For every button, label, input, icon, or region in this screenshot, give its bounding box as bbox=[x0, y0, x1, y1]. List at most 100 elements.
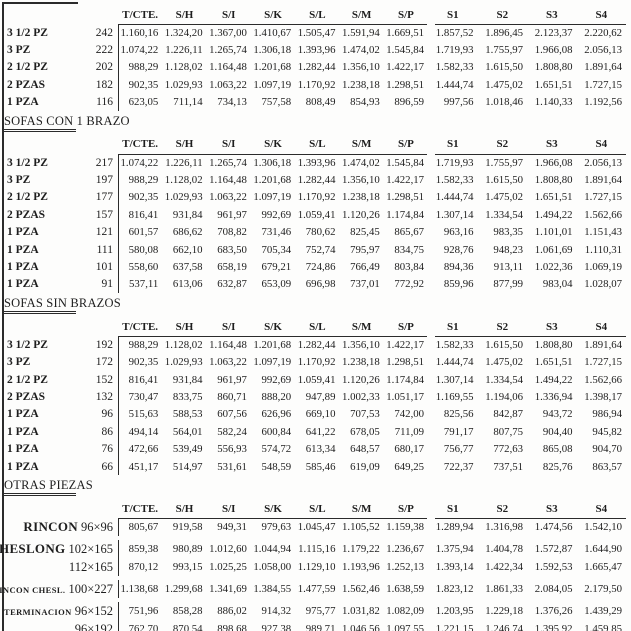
price-cell: 1.376,26 bbox=[534, 605, 573, 618]
column-header: S/I bbox=[222, 502, 236, 515]
price-cell: 537,11 bbox=[129, 278, 159, 291]
price-cell: 1.265,74 bbox=[209, 44, 247, 57]
row-label-cell: 96×192 bbox=[3, 622, 118, 631]
price-cell: 514,97 bbox=[172, 460, 203, 473]
row-values: 988,29 1.128,02 1.164,48 1.201,68 1.282,44 1.… bbox=[118, 58, 627, 77]
price-cell: 1.542,10 bbox=[584, 521, 623, 534]
price-cell: 626,96 bbox=[261, 408, 292, 421]
price-cell: 1.221,15 bbox=[435, 623, 474, 631]
row-size: 121 bbox=[95, 226, 113, 239]
header-underline-right bbox=[435, 153, 626, 155]
price-cell: 1.404,78 bbox=[485, 543, 524, 556]
header-underline-left bbox=[118, 517, 427, 520]
price-cell: 531,61 bbox=[217, 460, 247, 473]
table-row: 1 PZA 66 451,17 514,97 531,61 548,59 585,46 619… bbox=[3, 457, 631, 476]
price-cell: 1.059,41 bbox=[297, 208, 336, 221]
table-row: RINCON 96×96 805,67 919,58 949,31 979,63 1.045… bbox=[3, 518, 631, 537]
price-cell: 582,24 bbox=[217, 425, 247, 438]
price-cell: 1.857,52 bbox=[435, 26, 474, 39]
row-size: 152 bbox=[95, 373, 113, 386]
column-header: S2 bbox=[496, 8, 509, 21]
price-cell: 1.966,08 bbox=[534, 44, 573, 57]
row-size: 66 bbox=[101, 460, 114, 473]
price-cell: 762,70 bbox=[128, 623, 159, 631]
price-cell: 1.028,07 bbox=[584, 278, 623, 291]
price-cell: 1.129,10 bbox=[297, 561, 336, 574]
price-cell: 1.063,22 bbox=[209, 356, 247, 369]
price-cell: 877,99 bbox=[493, 278, 524, 291]
row-values: 558,60 637,58 658,19 679,21 724,86 766,49 803,… bbox=[118, 258, 627, 276]
row-values: 870,12 993,15 1.025,25 1.058,00 1.129,10 1.19… bbox=[118, 558, 627, 577]
row-size: 111 bbox=[96, 243, 113, 256]
row-size: 192 bbox=[95, 338, 113, 351]
price-cell: 1.044,94 bbox=[253, 543, 292, 556]
price-cell: 558,60 bbox=[128, 260, 159, 273]
price-cell: 2.220,62 bbox=[584, 26, 623, 39]
piece-dimensions: 96×152 bbox=[74, 603, 113, 618]
price-cell: 1.861,33 bbox=[485, 583, 524, 596]
price-cell: 1.477,59 bbox=[297, 583, 336, 596]
price-cell: 834,75 bbox=[394, 243, 425, 256]
price-cell: 1.638,59 bbox=[386, 583, 425, 596]
price-cell: 1.051,17 bbox=[386, 390, 425, 403]
price-cell: 1.651,51 bbox=[534, 356, 573, 369]
table-row: 1 PZA 96 515,63 588,53 607,56 626,96 669,10 707… bbox=[3, 405, 631, 424]
row-values: 751,96 858,28 886,02 914,32 975,77 1.031,82 1.… bbox=[118, 602, 627, 621]
price-cell: 1.194,06 bbox=[485, 390, 524, 403]
price-cell: 588,53 bbox=[172, 408, 203, 421]
price-cell: 772,63 bbox=[493, 443, 524, 456]
price-cell: 1.562,46 bbox=[341, 583, 380, 596]
price-cell: 574,72 bbox=[261, 443, 292, 456]
column-header: S/I bbox=[222, 8, 236, 21]
price-cell: 988,29 bbox=[128, 61, 159, 74]
price-cell: 870,12 bbox=[128, 561, 159, 574]
price-cell: 1.229,18 bbox=[485, 605, 524, 618]
table-row: 1 PZA 91 537,11 613,06 632,87 653,09 696,98 737… bbox=[3, 275, 631, 294]
row-values: 816,41 931,84 961,97 992,69 1.059,41 1.120,26… bbox=[118, 370, 627, 389]
price-cell: 1.475,02 bbox=[485, 356, 524, 369]
section: OTRAS PIEZAS T/CTE. S/H S/I S/K S/L S/M S/P S1 S2… bbox=[0, 478, 631, 631]
piece-name: RINCON bbox=[23, 519, 78, 535]
price-cell: 1.236,67 bbox=[386, 543, 425, 556]
top-section-underline bbox=[2, 2, 78, 4]
section: T/CTE. S/H S/I S/K S/L S/M S/P S1 S2 S3 S4 3 1/2 PZ… bbox=[3, 2, 631, 111]
row-values: 988,29 1.128,02 1.164,48 1.201,68 1.282,44 1.… bbox=[118, 171, 627, 189]
price-cell: 1.505,47 bbox=[297, 26, 336, 39]
price-cell: 708,82 bbox=[217, 226, 247, 239]
price-cell: 678,05 bbox=[350, 425, 380, 438]
row-values: 494,14 564,01 582,24 600,84 641,22 678,05 711,… bbox=[118, 423, 627, 441]
price-cell: 2.056,13 bbox=[584, 44, 623, 57]
price-cell: 1.367,00 bbox=[209, 26, 247, 39]
price-cell: 2.084,05 bbox=[534, 583, 573, 596]
column-header: S/M bbox=[351, 8, 372, 21]
price-cell: 1.238,18 bbox=[341, 78, 380, 91]
price-cell: 992,69 bbox=[261, 373, 292, 386]
column-header: S/M bbox=[351, 320, 372, 333]
price-cell: 914,32 bbox=[261, 605, 292, 618]
price-cell: 865,08 bbox=[542, 443, 573, 456]
price-cell: 1.193,96 bbox=[341, 561, 380, 574]
price-cell: 731,46 bbox=[261, 226, 292, 239]
header-underline-right bbox=[435, 23, 626, 25]
row-label-cell: 1 PZA 111 bbox=[3, 244, 118, 256]
price-cell: 1.058,00 bbox=[253, 561, 292, 574]
price-cell: 1.719,93 bbox=[435, 156, 474, 169]
column-header: S/H bbox=[175, 502, 194, 515]
table-row: RINCON CHESL.100×2271.138,681.299,681.34… bbox=[0, 580, 631, 599]
row-label-cell: TERMINACION 96×152 bbox=[3, 604, 118, 619]
price-cell: 1.151,43 bbox=[584, 226, 623, 239]
section-title-text: OTRAS PIEZAS bbox=[4, 478, 93, 493]
price-cell: 1.074,22 bbox=[120, 156, 159, 169]
price-cell: 766,49 bbox=[350, 260, 380, 273]
price-cell: 1.591,94 bbox=[341, 26, 380, 39]
price-cell: 607,56 bbox=[217, 408, 247, 421]
price-cell: 1.029,93 bbox=[164, 191, 203, 204]
price-cell: 870,54 bbox=[172, 623, 203, 631]
price-cell: 757,58 bbox=[261, 96, 292, 109]
price-cell: 1.097,19 bbox=[253, 78, 292, 91]
price-cell: 863,57 bbox=[592, 460, 623, 473]
row-label: 3 PZ bbox=[7, 174, 31, 187]
page-left-border bbox=[2, 2, 4, 631]
header-columns: T/CTE. S/H S/I S/K S/L S/M S/P S1 S2 S3 S4 bbox=[118, 317, 626, 338]
row-values: 902,35 1.029,93 1.063,22 1.097,19 1.170,92 1.… bbox=[118, 76, 627, 94]
